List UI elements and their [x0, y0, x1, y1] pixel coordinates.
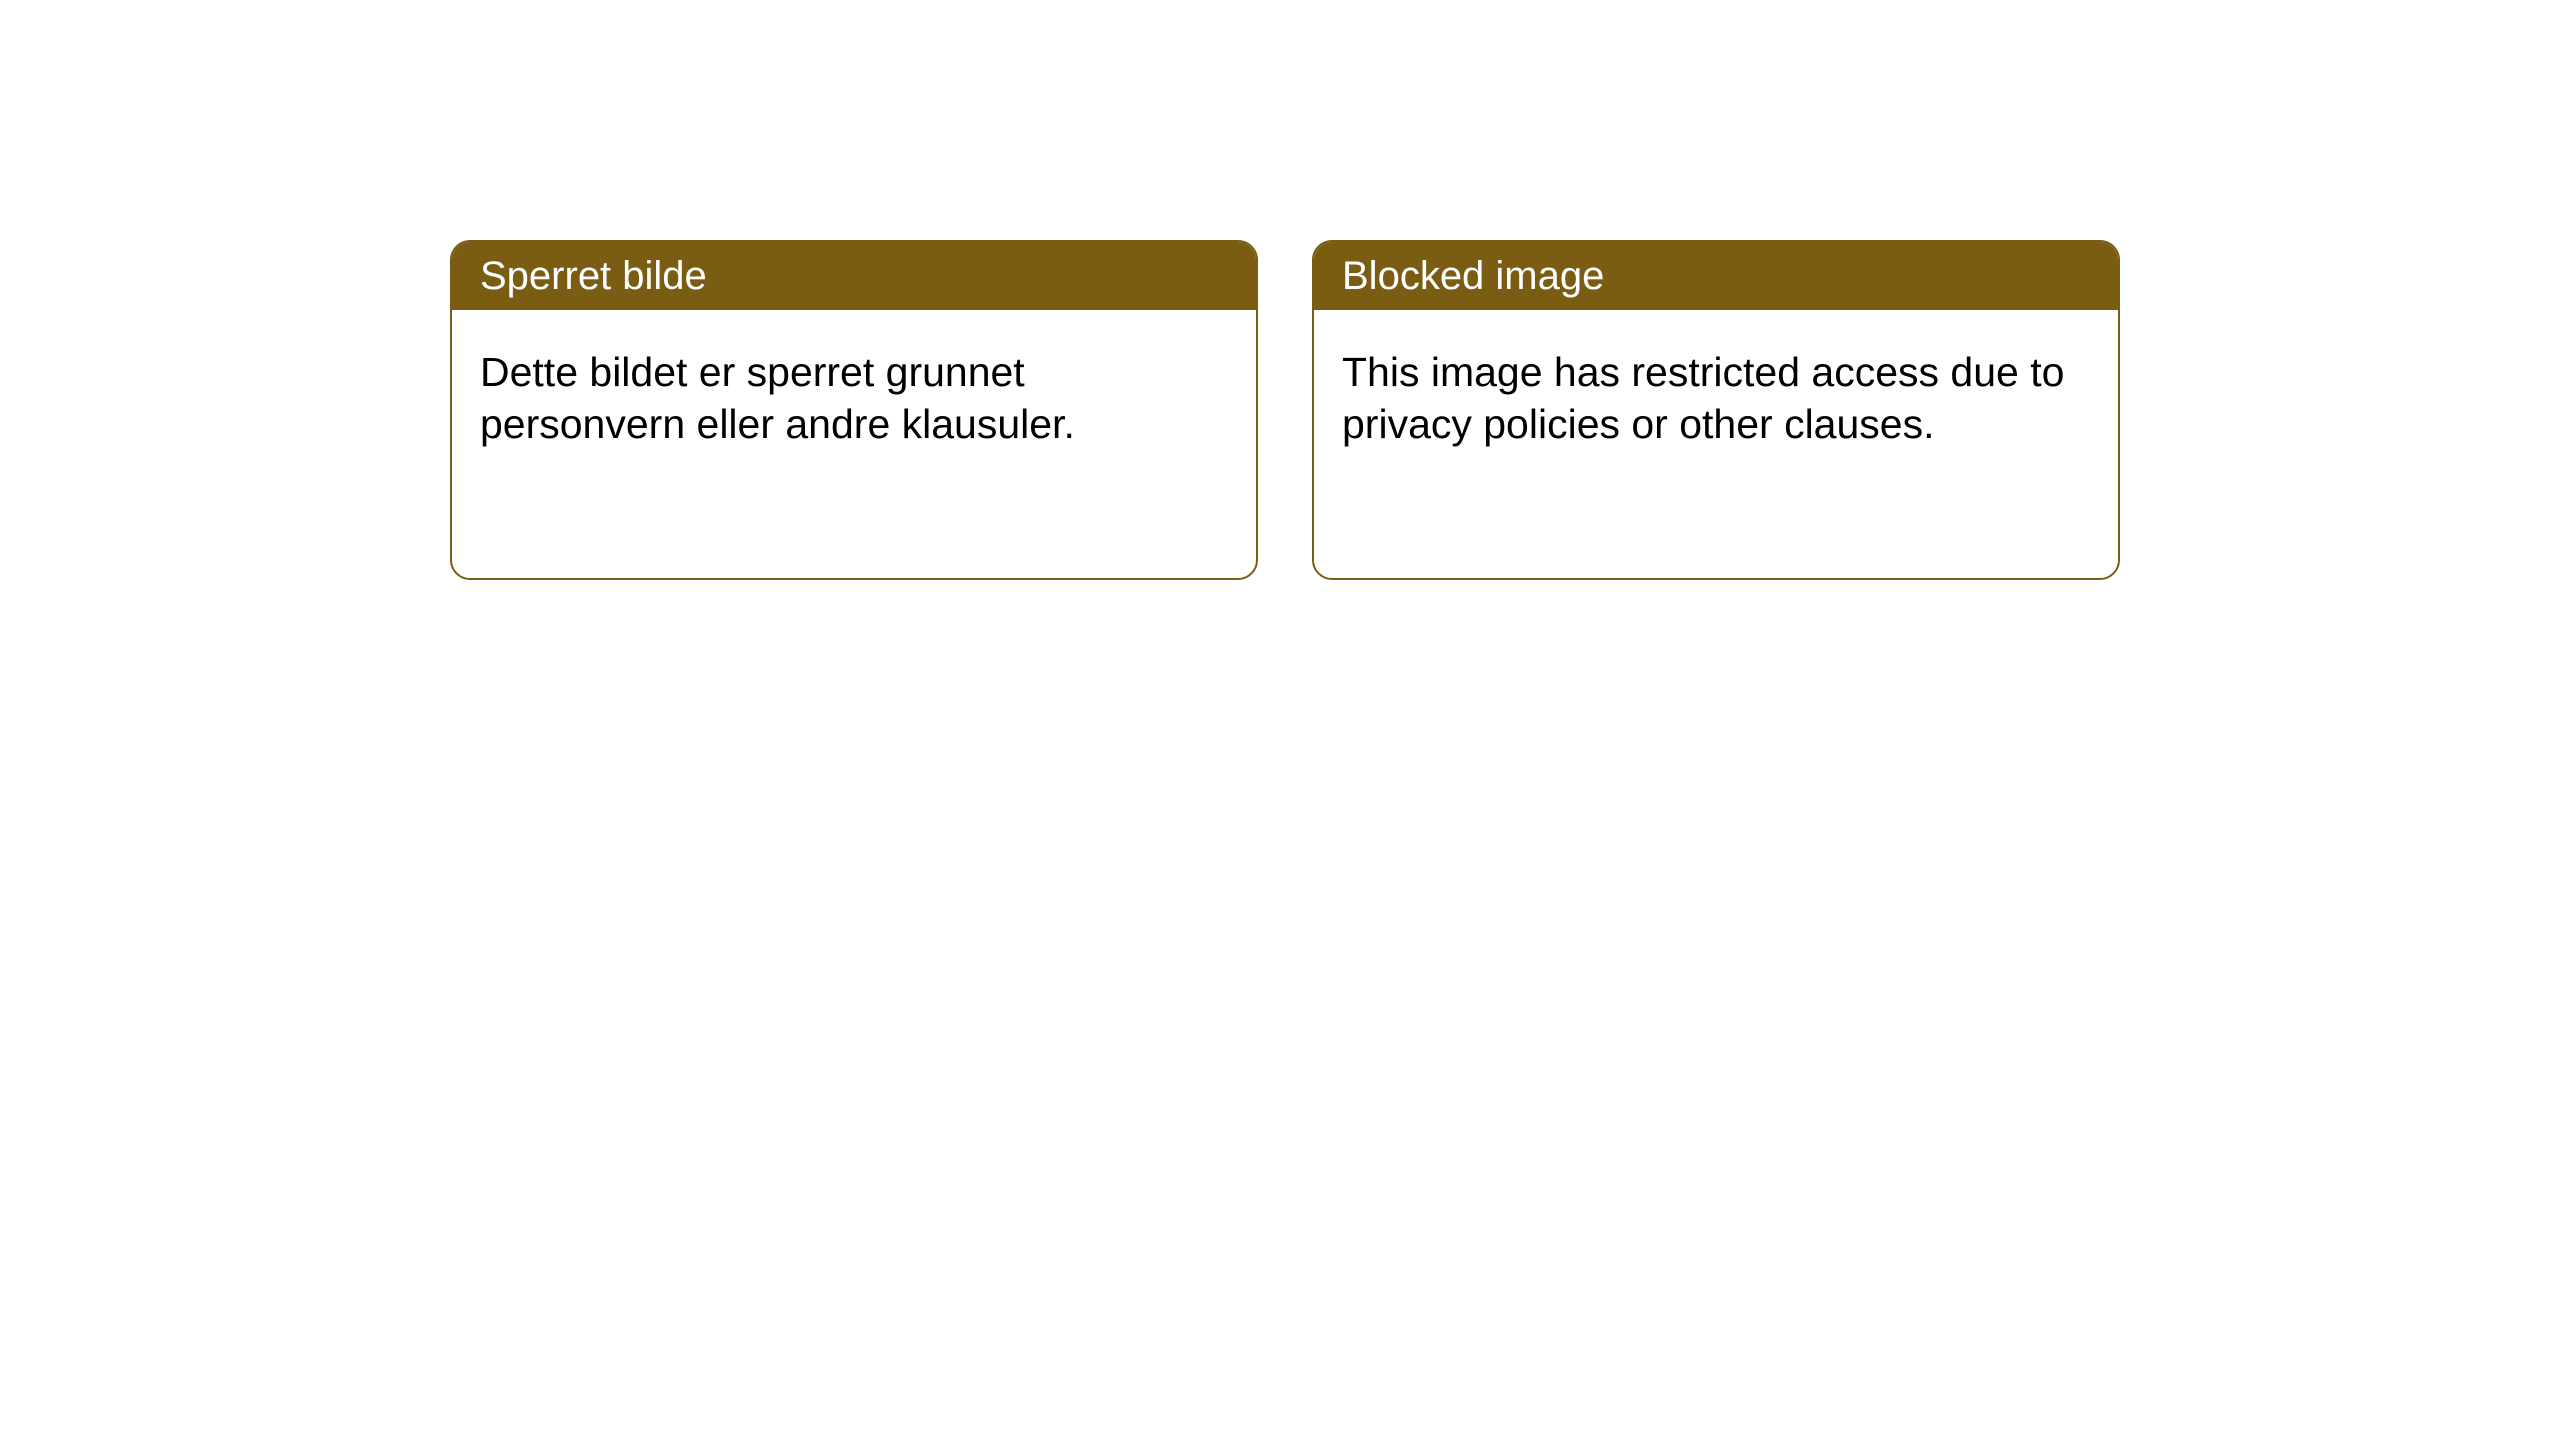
- cards-container: Sperret bilde Dette bildet er sperret gr…: [450, 240, 2120, 580]
- card-body-norwegian: Dette bildet er sperret grunnet personve…: [452, 310, 1256, 487]
- card-header-norwegian: Sperret bilde: [452, 242, 1256, 310]
- card-header-english: Blocked image: [1314, 242, 2118, 310]
- card-body-english: This image has restricted access due to …: [1314, 310, 2118, 487]
- card-norwegian: Sperret bilde Dette bildet er sperret gr…: [450, 240, 1258, 580]
- card-english: Blocked image This image has restricted …: [1312, 240, 2120, 580]
